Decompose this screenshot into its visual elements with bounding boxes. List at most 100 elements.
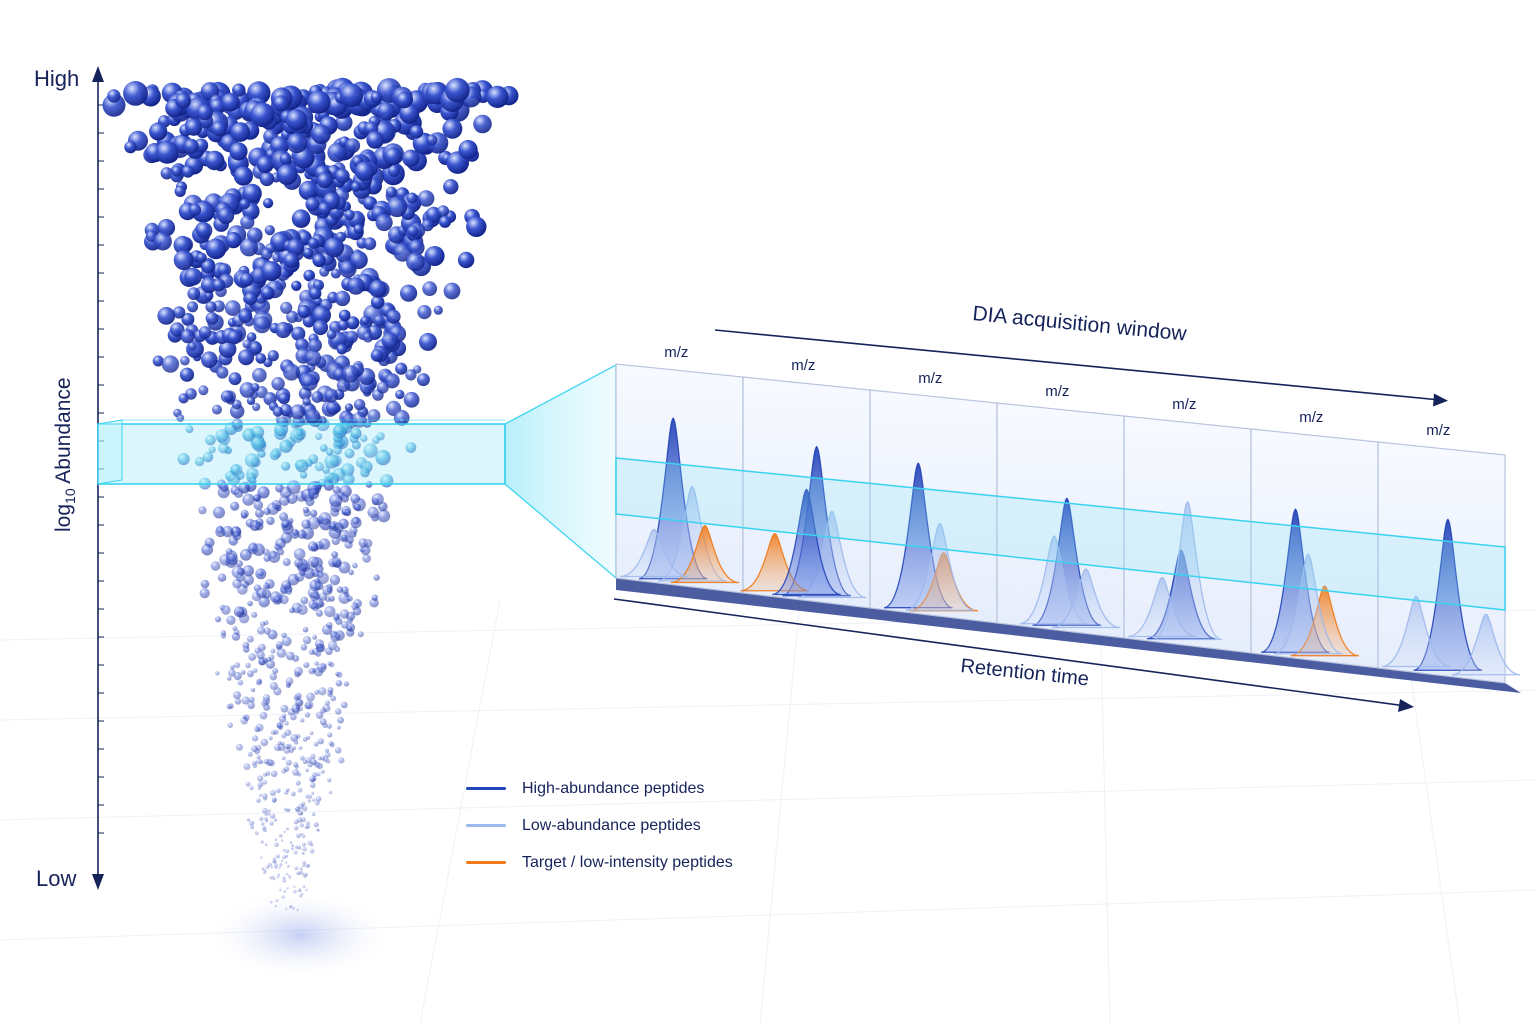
peptide-particle xyxy=(230,464,243,476)
peptide-particle xyxy=(266,516,275,526)
peptide-particle xyxy=(291,528,299,536)
peptide-particle xyxy=(345,330,358,344)
peptide-particle xyxy=(183,138,199,154)
peptide-particle xyxy=(181,312,195,326)
peptide-particle xyxy=(251,611,258,618)
peptide-particle xyxy=(344,448,355,459)
peptide-particle xyxy=(370,295,385,310)
peptide-particle xyxy=(270,729,276,735)
peptide-particle xyxy=(344,540,353,549)
peptide-particle xyxy=(373,574,380,581)
peptide-particle xyxy=(337,725,341,730)
peptide-particle xyxy=(297,304,311,319)
peptide-particle xyxy=(220,390,234,403)
peptide-particle xyxy=(245,781,251,787)
peptide-particle xyxy=(296,845,302,850)
peptide-particle xyxy=(260,840,264,844)
peptide-particle xyxy=(226,703,232,710)
peptide-particle xyxy=(205,434,216,446)
peptide-particle xyxy=(267,629,278,640)
peptide-particle xyxy=(289,905,293,908)
peptide-particle xyxy=(242,339,252,349)
peptide-particle xyxy=(250,383,260,392)
peptide-particle xyxy=(317,172,333,189)
legend-item-low: Low-abundance peptides xyxy=(466,807,733,844)
peptide-particle xyxy=(284,729,292,736)
peptide-particle xyxy=(342,473,355,486)
peptide-particle xyxy=(302,846,307,852)
peptide-particle xyxy=(458,140,478,160)
peptide-particle xyxy=(293,889,297,894)
peptide-particle xyxy=(269,821,274,826)
peptide-particle xyxy=(196,104,213,121)
peptide-particle xyxy=(284,861,288,864)
panel-mz-label: m/z xyxy=(664,344,688,361)
peptide-particle xyxy=(362,554,372,563)
peptide-particle xyxy=(179,367,195,382)
peptide-particle xyxy=(280,704,289,713)
peptide-particle xyxy=(433,305,443,315)
peptide-particle xyxy=(226,553,238,565)
peptide-particle xyxy=(384,147,403,165)
peptide-particle xyxy=(312,798,316,802)
peptide-particle xyxy=(180,329,195,344)
peptide-particle xyxy=(303,636,312,645)
peptide-particle xyxy=(330,268,341,279)
peptide-particle xyxy=(283,747,291,754)
peptide-particle xyxy=(275,899,279,902)
peptide-particle xyxy=(274,422,289,437)
peptide-particle xyxy=(286,743,292,749)
peptide-particle xyxy=(309,775,316,783)
peptide-particle xyxy=(360,467,370,478)
peptide-particle xyxy=(246,332,257,342)
peptide-particle xyxy=(311,791,315,795)
peptide-particle xyxy=(297,787,303,793)
peptide-particle xyxy=(285,109,308,131)
peptide-particle xyxy=(326,400,340,415)
peptide-particle xyxy=(244,292,257,306)
legend-label-target: Target / low-intensity peptides xyxy=(522,853,733,871)
peptide-particle xyxy=(473,114,492,134)
peptide-particle xyxy=(215,616,222,623)
peptide-particle xyxy=(252,367,267,383)
peptide-particle xyxy=(314,800,320,806)
peptide-particle xyxy=(317,738,324,745)
peptide-particle xyxy=(257,486,270,499)
peptide-particle xyxy=(278,833,283,838)
peptide-particle xyxy=(315,651,322,657)
axis-title-subscript: 10 xyxy=(62,488,78,504)
slice-beam xyxy=(504,363,617,580)
peptide-particle xyxy=(370,91,383,104)
peptide-particle xyxy=(279,595,289,605)
peptide-particle xyxy=(287,808,291,812)
peptide-particle xyxy=(241,696,250,705)
peptide-particle xyxy=(264,813,268,816)
peptide-particle xyxy=(218,442,230,454)
peptide-particle xyxy=(291,280,302,291)
peptide-particle xyxy=(417,305,432,320)
peptide-particle xyxy=(273,863,278,868)
peptide-particle xyxy=(260,738,269,747)
peptide-particle xyxy=(326,448,334,456)
peptide-particle xyxy=(344,403,354,412)
peptide-particle xyxy=(305,888,308,892)
peptide-particle xyxy=(250,825,255,830)
peptide-particle xyxy=(302,885,306,889)
peptide-particle xyxy=(286,682,291,687)
peptide-particle xyxy=(169,322,185,337)
peptide-particle xyxy=(217,263,232,277)
peptide-particle xyxy=(363,443,378,458)
peptide-particle xyxy=(270,790,276,796)
peptide-particle xyxy=(276,788,281,794)
peptide-particle xyxy=(424,246,445,266)
peptide-particle xyxy=(176,414,185,422)
peptide-particle xyxy=(242,565,254,577)
peptide-particle xyxy=(260,856,263,859)
peptide-particle xyxy=(241,512,248,519)
peptide-particle xyxy=(327,778,332,783)
peptide-particle xyxy=(334,168,350,184)
peptide-particle xyxy=(285,849,290,854)
peptide-particle xyxy=(300,755,305,761)
peptide-particle xyxy=(334,646,341,653)
peptide-particle xyxy=(194,456,205,467)
